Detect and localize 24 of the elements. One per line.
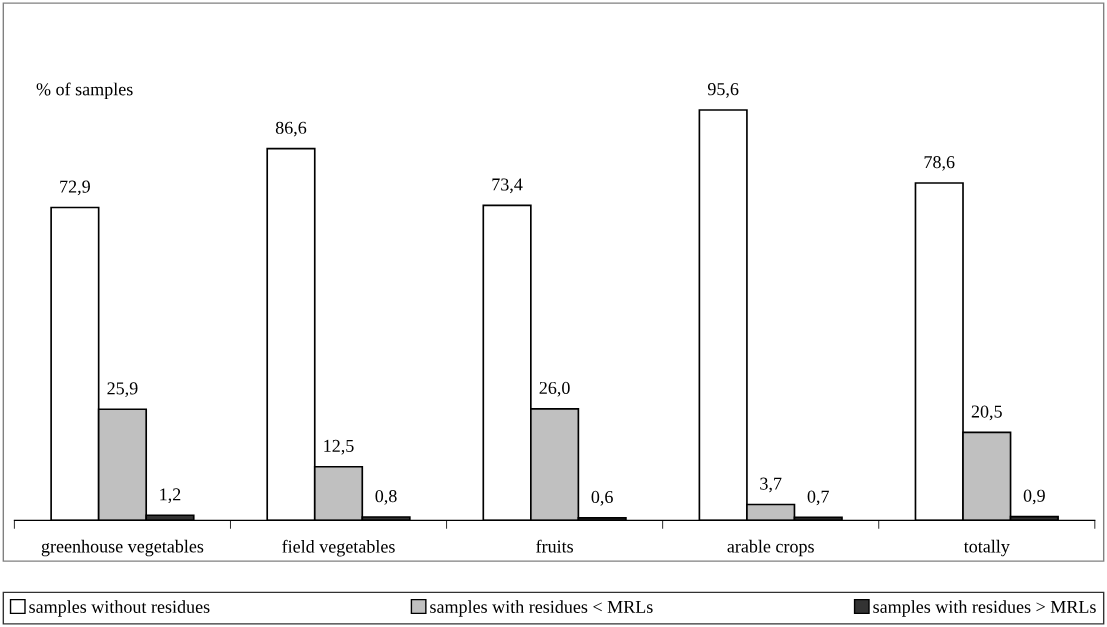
x-tick-label: fruits <box>536 539 574 553</box>
data-label: 1,2 <box>160 488 181 504</box>
data-label: 0,9 <box>1023 489 1045 505</box>
data-label: 3,7 <box>760 477 782 493</box>
data-label: 25,9 <box>107 382 138 398</box>
x-tick-label: field vegetables <box>282 539 395 557</box>
data-label: 73,4 <box>492 178 523 194</box>
x-tick-label: arable crops <box>727 539 814 557</box>
data-label: 26,0 <box>539 381 570 397</box>
x-tick-label: totally <box>963 539 1010 557</box>
data-label: 20,5 <box>971 405 1002 421</box>
legend-label: samples with residues < MRLs <box>430 600 653 617</box>
data-label: 0,7 <box>807 490 829 506</box>
data-label: 72,9 <box>60 180 90 196</box>
data-label: 86,6 <box>275 121 307 137</box>
x-tick-label: greenhouse vegetables <box>41 539 204 557</box>
data-label: 12,5 <box>324 439 354 455</box>
data-label: 95,6 <box>707 83 739 98</box>
y-axis-title: % of samples <box>36 82 133 100</box>
legend-label: samples with residues > MRLs <box>873 600 1096 617</box>
data-label: 0,6 <box>591 490 613 506</box>
data-label: 0,8 <box>375 490 397 505</box>
data-label: 78,6 <box>924 156 955 171</box>
legend-label: samples without residues <box>29 600 210 617</box>
